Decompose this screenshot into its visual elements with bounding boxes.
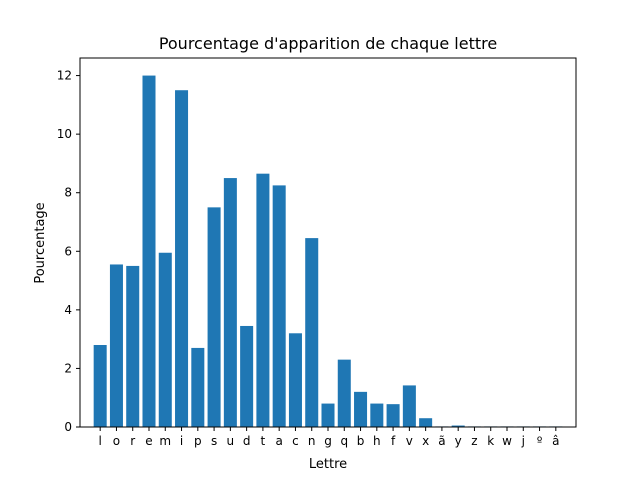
y-tick-label-4: 4 — [64, 303, 72, 317]
x-tick-label-5: m — [159, 434, 171, 448]
x-axis-label: Lettre — [309, 457, 347, 472]
bar-8 — [207, 207, 221, 427]
y-tick-label-2: 2 — [64, 361, 72, 375]
x-tick-label-23: y — [455, 434, 462, 448]
chart-title: Pourcentage d'apparition de chaque lettr… — [159, 34, 497, 53]
y-tick-label-6: 6 — [64, 244, 72, 258]
bar-4 — [142, 75, 156, 428]
x-tick-label-17: b — [357, 434, 365, 448]
x-tick-label-21: x — [422, 434, 429, 448]
bar-23 — [451, 425, 465, 427]
bar-3 — [126, 265, 140, 427]
x-tick-label-27: j — [521, 434, 525, 448]
bar-11 — [256, 173, 270, 427]
x-tick-label-24: z — [471, 434, 477, 448]
x-tick-label-20: v — [406, 434, 413, 448]
x-tick-label-13: c — [292, 434, 299, 448]
x-tick-label-22: ã — [438, 434, 445, 448]
x-tick-label-19: f — [391, 434, 396, 448]
y-tick-label-8: 8 — [64, 186, 72, 200]
bar-1 — [93, 345, 107, 427]
x-tick-label-2: o — [113, 434, 120, 448]
bar-5 — [158, 252, 172, 427]
x-tick-label-12: a — [276, 434, 283, 448]
y-axis-label: Pourcentage — [33, 202, 48, 283]
bar-20 — [402, 385, 416, 427]
bar-14 — [305, 238, 319, 427]
x-tick-label-1: l — [99, 434, 102, 448]
x-tick-label-15: g — [324, 434, 332, 448]
y-tick-label-0: 0 — [64, 420, 72, 434]
x-tick-label-10: d — [243, 434, 251, 448]
bar-21 — [419, 418, 433, 427]
bar-13 — [288, 333, 302, 427]
bar-15 — [321, 403, 335, 427]
x-tick-label-26: w — [502, 434, 512, 448]
bar-9 — [223, 178, 237, 427]
x-tick-label-18: h — [373, 434, 381, 448]
bar-7 — [191, 347, 205, 427]
bar-18 — [370, 403, 384, 427]
bar-19 — [386, 404, 400, 427]
bars-group — [93, 75, 563, 428]
y-tick-label-10: 10 — [57, 127, 72, 141]
x-tick-label-8: s — [211, 434, 217, 448]
bar-10 — [240, 325, 254, 427]
x-tick-label-11: t — [261, 434, 266, 448]
bar-16 — [337, 359, 351, 427]
x-tick-label-6: i — [180, 434, 183, 448]
bar-17 — [354, 391, 368, 427]
x-tick-label-25: k — [487, 434, 494, 448]
bar-6 — [175, 90, 189, 427]
bar-12 — [272, 185, 286, 427]
x-tick-label-9: u — [227, 434, 235, 448]
x-tick-label-16: q — [340, 434, 348, 448]
x-tick-label-29: â — [552, 434, 559, 448]
y-axis-ticks: 0 2 4 6 8 10 12 — [57, 69, 80, 434]
y-tick-label-12: 12 — [57, 69, 72, 83]
bar-2 — [109, 264, 123, 427]
x-tick-label-7: p — [194, 434, 202, 448]
x-tick-label-28: º — [537, 434, 543, 448]
x-tick-label-3: r — [130, 434, 135, 448]
x-tick-label-14: n — [308, 434, 316, 448]
x-tick-label-4: e — [145, 434, 152, 448]
plot-frame — [79, 57, 577, 428]
